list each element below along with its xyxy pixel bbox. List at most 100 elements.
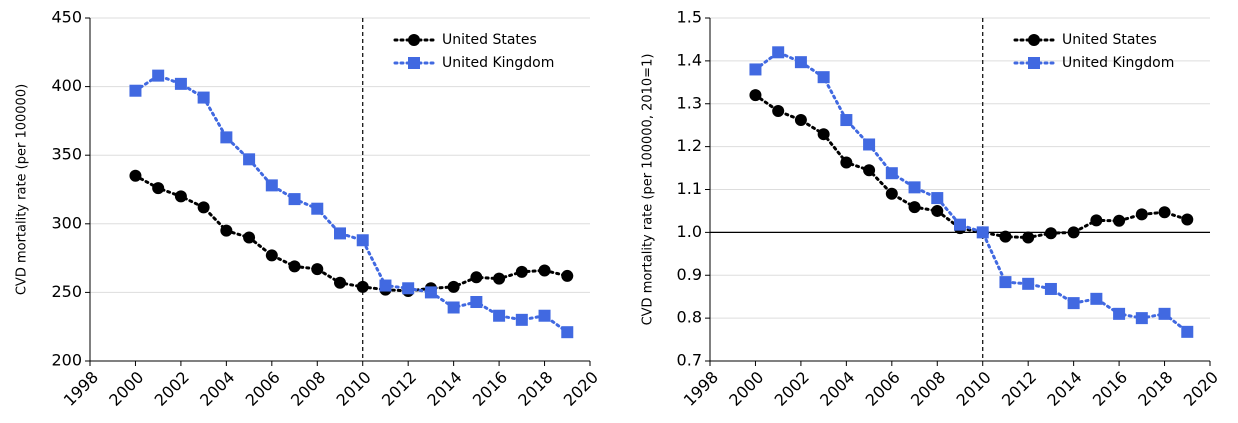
marker (220, 131, 233, 144)
marker (129, 84, 142, 97)
marker (1022, 231, 1035, 244)
marker (817, 128, 830, 141)
marker (538, 309, 551, 322)
y-tick-label: 200 (51, 351, 82, 370)
marker (561, 326, 574, 339)
y-tick-label: 1.3 (677, 93, 702, 112)
y-tick-label: 1.4 (677, 50, 702, 69)
x-tick-label: 2018 (1134, 368, 1176, 410)
y-tick-label: 0.9 (677, 265, 702, 284)
marker (863, 164, 876, 177)
x-tick-label: 2004 (196, 368, 238, 410)
marker (493, 272, 506, 285)
marker (152, 182, 165, 195)
y-axis-label: CVD mortality rate (per 100000) (15, 84, 30, 295)
marker (1090, 214, 1103, 227)
series-line (133, 174, 569, 293)
marker (447, 280, 460, 293)
marker (817, 71, 830, 84)
x-tick-label: 2020 (1180, 368, 1222, 410)
x-tick-label: 1998 (60, 368, 102, 410)
legend-label: United States (1062, 32, 1157, 48)
marker (1067, 226, 1080, 239)
legend-label: United States (442, 32, 537, 48)
x-tick-label: 2000 (105, 368, 147, 410)
x-tick-label: 2018 (514, 368, 556, 410)
marker (493, 309, 506, 322)
x-tick-label: 2006 (862, 368, 904, 410)
series-line (753, 50, 1189, 334)
legend-marker (1028, 34, 1040, 46)
marker (356, 280, 369, 293)
y-tick-label: 450 (51, 8, 82, 27)
legend-marker (408, 57, 420, 69)
marker (999, 230, 1012, 243)
marker (999, 276, 1012, 289)
y-tick-label: 1.1 (677, 179, 702, 198)
legend-label: United Kingdom (442, 55, 554, 71)
marker (931, 192, 944, 205)
y-tick-label: 0.8 (677, 308, 702, 327)
marker (311, 263, 324, 276)
marker (1158, 307, 1171, 320)
legend-marker (1028, 57, 1040, 69)
x-tick-label: 2002 (151, 368, 193, 410)
marker (311, 202, 324, 215)
x-tick-label: 2016 (469, 368, 511, 410)
x-tick-label: 2012 (378, 368, 420, 410)
marker (1044, 227, 1057, 240)
marker (794, 56, 807, 69)
y-tick-label: 1.5 (677, 8, 702, 27)
marker (772, 46, 785, 59)
marker (1022, 277, 1035, 290)
x-tick-label: 2016 (1089, 368, 1131, 410)
marker (470, 271, 483, 284)
marker (1158, 206, 1171, 219)
marker (243, 231, 256, 244)
y-tick-label: 350 (51, 145, 82, 164)
marker (288, 260, 301, 273)
marker (265, 249, 278, 262)
marker (863, 138, 876, 151)
marker (931, 204, 944, 217)
marker (402, 282, 415, 295)
marker (840, 114, 853, 127)
legend-label: United Kingdom (1062, 55, 1174, 71)
x-tick-label: 2010 (333, 368, 375, 410)
marker (1181, 213, 1194, 226)
marker (885, 187, 898, 200)
x-tick-label: 2010 (953, 368, 995, 410)
x-tick-label: 1998 (680, 368, 722, 410)
marker (561, 269, 574, 282)
y-tick-label: 300 (51, 213, 82, 232)
marker (749, 89, 762, 102)
marker (885, 167, 898, 180)
y-tick-label: 1.0 (677, 222, 702, 241)
marker (772, 105, 785, 118)
x-tick-label: 2002 (771, 368, 813, 410)
marker (220, 224, 233, 237)
y-tick-label: 400 (51, 76, 82, 95)
marker (954, 218, 966, 231)
marker (334, 227, 346, 240)
marker (334, 276, 346, 289)
marker (976, 226, 989, 239)
x-tick-label: 2014 (423, 368, 465, 410)
marker (356, 234, 369, 247)
marker (197, 201, 210, 214)
marker (515, 265, 528, 278)
marker (1044, 282, 1057, 295)
marker (1135, 312, 1148, 325)
y-tick-label: 0.7 (677, 351, 702, 370)
marker (129, 169, 142, 182)
marker (538, 264, 551, 277)
legend-marker (408, 34, 420, 46)
y-tick-label: 1.2 (677, 136, 702, 155)
marker (174, 190, 187, 203)
marker (1090, 292, 1103, 305)
marker (1067, 297, 1080, 310)
marker (174, 77, 187, 90)
x-tick-label: 2012 (998, 368, 1040, 410)
x-tick-label: 2008 (287, 368, 329, 410)
